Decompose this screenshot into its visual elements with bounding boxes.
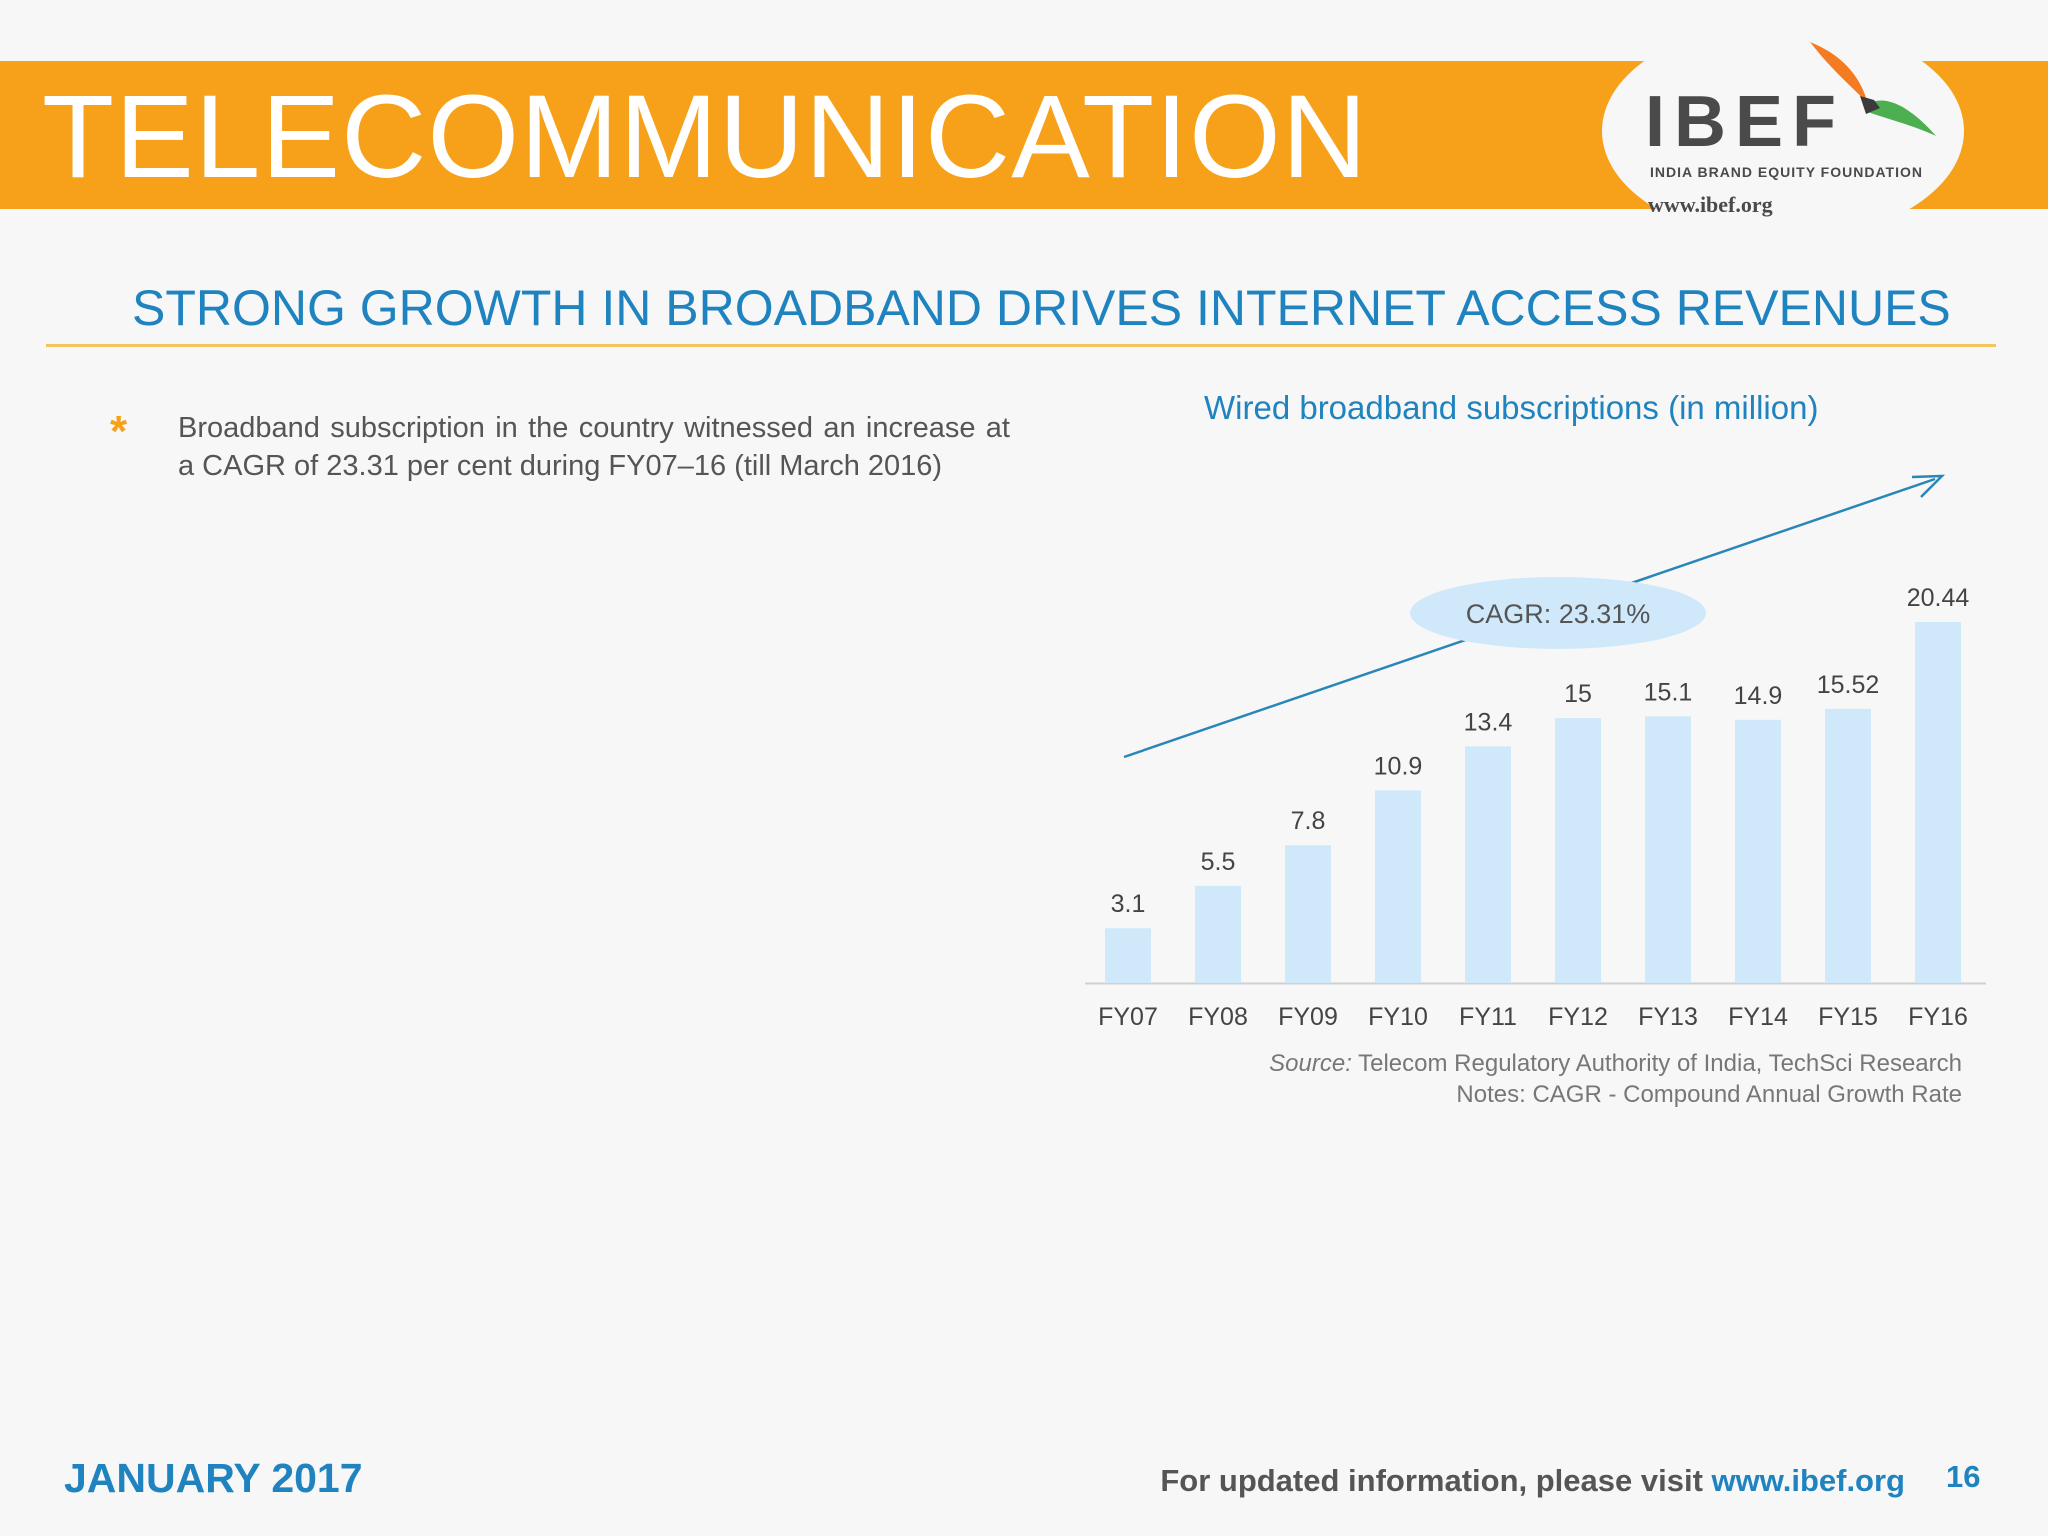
page-number: 16: [1946, 1459, 1981, 1494]
x-tick-label: FY14: [1728, 1003, 1788, 1031]
logo-url: www.ibef.org: [1648, 192, 1773, 217]
chart-title: Wired broadband subscriptions (in millio…: [1204, 389, 1819, 426]
x-tick-label: FY15: [1818, 1003, 1878, 1031]
bar-fy13: [1645, 716, 1691, 983]
data-label: 15.1: [1644, 678, 1693, 706]
data-label: 15.52: [1817, 671, 1880, 699]
data-label: 10.9: [1374, 752, 1423, 780]
x-tick-label: FY08: [1188, 1003, 1248, 1031]
bar-fy16: [1915, 622, 1961, 983]
data-label: 14.9: [1734, 682, 1783, 710]
bar-fy07: [1105, 928, 1151, 983]
data-label: 5.5: [1201, 848, 1236, 876]
subtitle-divider: [46, 344, 1996, 347]
data-label: 15: [1564, 680, 1592, 708]
cagr-bubble: [1410, 577, 1706, 649]
bullet-text: Broadband subscription in the country wi…: [178, 412, 1010, 482]
logo-wordmark: IBEF: [1645, 82, 1846, 162]
logo-badge: [1602, 22, 1964, 240]
bar-fy08: [1195, 885, 1241, 983]
cagr-annotation: CAGR: 23.31%: [1466, 599, 1651, 629]
data-label: 3.1: [1111, 890, 1146, 918]
logo-tagline: INDIA BRAND EQUITY FOUNDATION: [1650, 164, 1923, 180]
page-title: TELECOMMUNICATION: [42, 71, 1368, 203]
slide-subtitle: STRONG GROWTH IN BROADBAND DRIVES INTERN…: [132, 280, 1951, 336]
bar-fy10: [1375, 790, 1421, 983]
bird-logo-icon: [1810, 42, 1936, 136]
x-tick-label: FY09: [1278, 1003, 1338, 1031]
chart-notes: Notes: CAGR - Compound Annual Growth Rat…: [1456, 1081, 1962, 1108]
x-tick-label: FY10: [1368, 1003, 1428, 1031]
arrow-head-icon: [1911, 474, 1946, 498]
x-tick-label: FY07: [1098, 1003, 1158, 1031]
asterisk-bullet-icon: *: [110, 407, 128, 456]
source-text: Telecom Regulatory Authority of India, T…: [1351, 1050, 1962, 1077]
data-label: 7.8: [1291, 807, 1326, 835]
bar-fy12: [1555, 718, 1601, 983]
x-tick-label: FY11: [1459, 1003, 1517, 1031]
bar-fy14: [1735, 719, 1781, 983]
source-label: Source:: [1269, 1050, 1352, 1077]
footer-visit-note: For updated information, please visit ww…: [1160, 1462, 1905, 1500]
footer-date: JANUARY 2017: [64, 1455, 363, 1501]
bar-fy11: [1465, 746, 1511, 983]
footer-visit-text: For updated information, please visit: [1160, 1463, 1712, 1498]
data-label: 20.44: [1907, 584, 1970, 612]
x-tick-label: FY12: [1548, 1003, 1608, 1031]
x-tick-label: FY16: [1908, 1003, 1968, 1031]
bar-fy15: [1825, 708, 1871, 983]
x-tick-label: FY13: [1638, 1003, 1698, 1031]
footer-url-link[interactable]: www.ibef.org: [1711, 1463, 1905, 1498]
chart-source: Source: Telecom Regulatory Authority of …: [1269, 1048, 1962, 1110]
data-label: 13.4: [1464, 708, 1513, 736]
bar-fy09: [1285, 845, 1331, 983]
